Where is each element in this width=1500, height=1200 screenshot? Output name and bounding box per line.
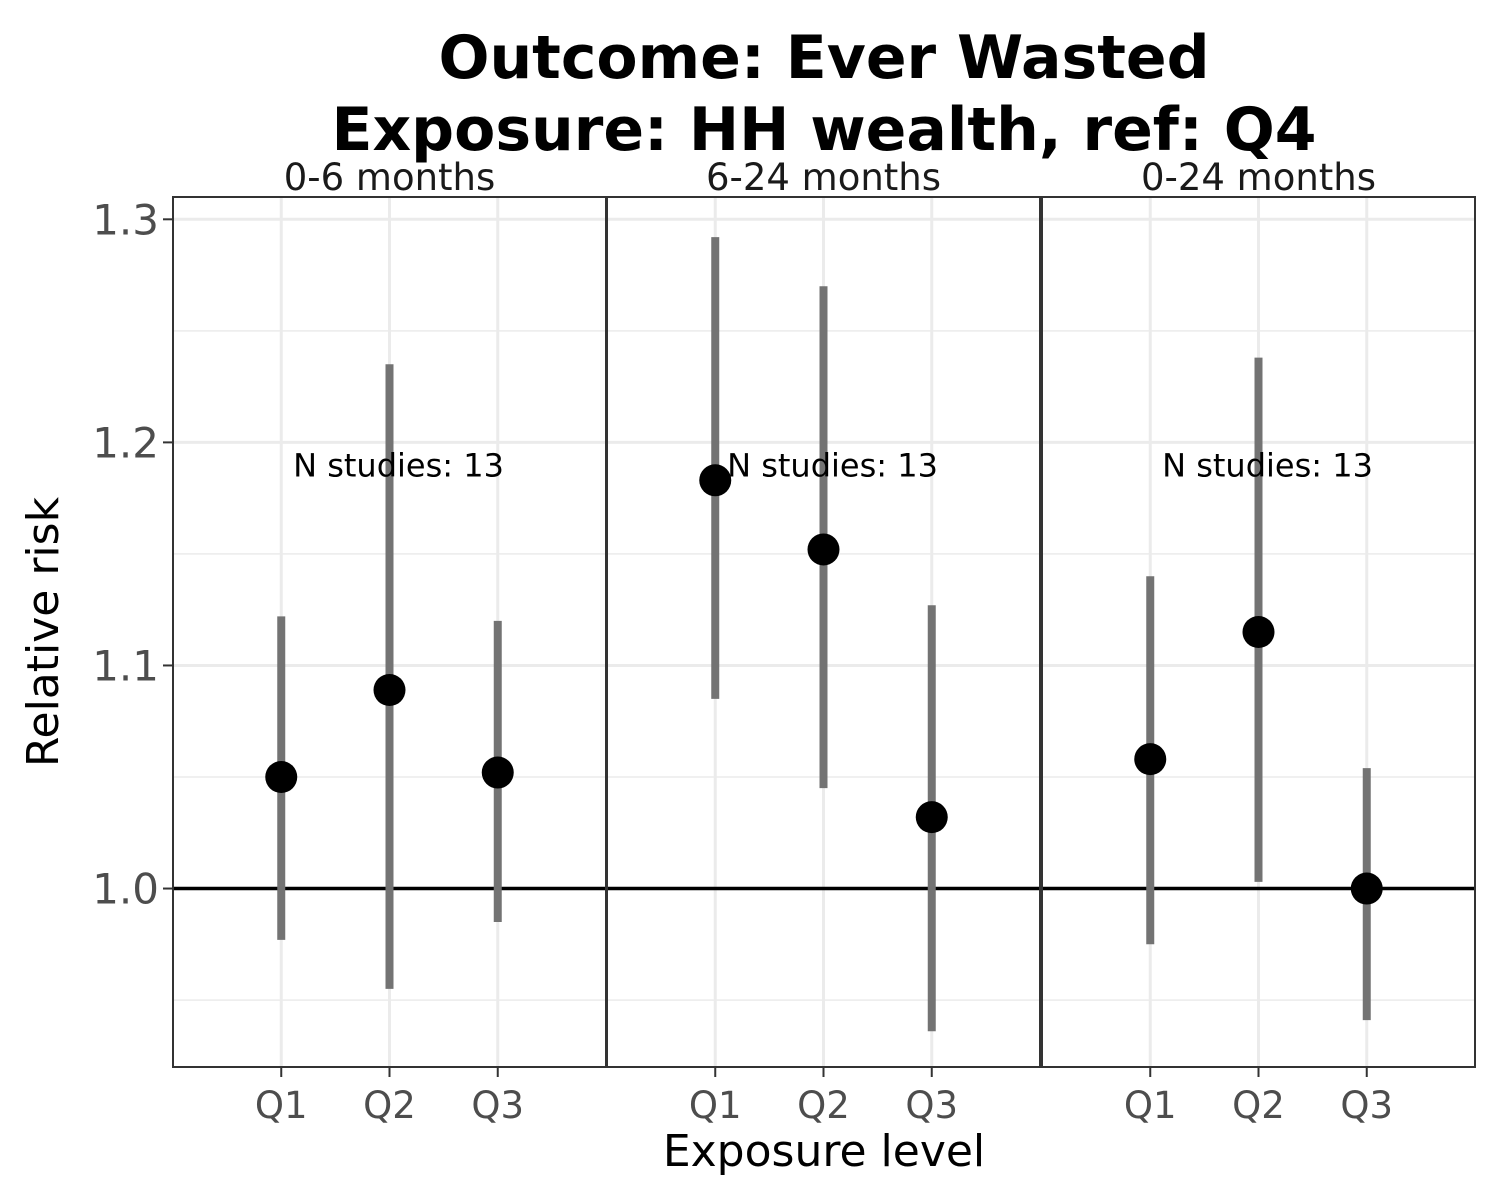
x-tick-label: Q2: [1232, 1084, 1285, 1127]
facet-label: 6-24 months: [706, 156, 941, 199]
point-estimate-q1: [699, 464, 732, 497]
x-tick-label: Q1: [255, 1084, 308, 1127]
n-studies-annotation: N studies: 13: [293, 447, 504, 485]
y-tick-label: 1.0: [92, 865, 159, 914]
x-tick-label: Q3: [471, 1084, 524, 1127]
point-estimate-q2: [373, 674, 406, 706]
point-estimate-q3: [481, 756, 514, 789]
chart-title-line-2: Exposure: HH wealth, ref: Q4: [331, 95, 1316, 165]
facet-label: 0-24 months: [1141, 156, 1376, 199]
point-estimate-q1: [1134, 743, 1167, 776]
x-tick-label: Q1: [1124, 1084, 1177, 1127]
facet-label: 0-6 months: [284, 156, 496, 199]
n-studies-annotation: N studies: 13: [1162, 447, 1373, 485]
y-axis: 1.0 1.1 1.2 1.3: [92, 195, 173, 914]
y-axis-title: Relative risk: [18, 496, 69, 767]
y-tick-label: 1.2: [92, 418, 159, 467]
x-tick-label: Q3: [905, 1084, 958, 1127]
point-estimate-q2: [807, 533, 840, 566]
x-tick-label: Q2: [363, 1084, 416, 1127]
n-studies-annotation: N studies: 13: [727, 447, 938, 485]
facet-panel-1: 6-24 months N studies: 13 Q1 Q2 Q3: [606, 156, 1041, 1127]
point-estimate-q1: [265, 761, 298, 793]
y-tick-label: 1.1: [92, 641, 159, 690]
x-tick-label: Q2: [797, 1084, 850, 1127]
y-tick-label: 1.3: [92, 195, 159, 244]
facet-panel-0: 0-6 months N studies: 13 Q1 Q2 Q3: [172, 156, 607, 1127]
x-tick-label: Q1: [689, 1084, 742, 1127]
x-axis-title: Exposure level: [663, 1126, 985, 1177]
point-estimate-q3: [1350, 872, 1383, 905]
point-estimate-q3: [915, 801, 948, 834]
x-tick-label: Q3: [1340, 1084, 1393, 1127]
point-estimate-q2: [1242, 616, 1275, 648]
chart-title-line-1: Outcome: Ever Wasted: [438, 23, 1209, 93]
facet-panel-2: 0-24 months N studies: 13 Q1 Q2 Q3: [1041, 156, 1476, 1127]
